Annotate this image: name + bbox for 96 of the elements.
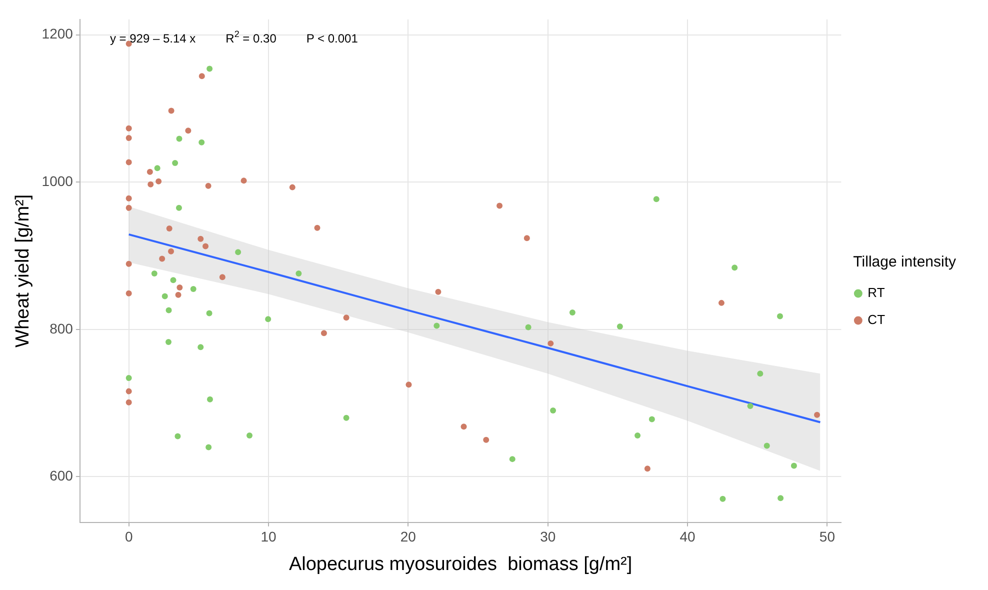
- point: [644, 466, 650, 472]
- point: [126, 375, 132, 382]
- point: [550, 407, 556, 414]
- point: [289, 184, 296, 190]
- point: [166, 307, 172, 314]
- point: [483, 436, 490, 443]
- legend-label: CT: [868, 312, 886, 328]
- point: [162, 293, 168, 300]
- point: [126, 260, 132, 267]
- point: [496, 202, 503, 209]
- point: [198, 73, 205, 80]
- point: [343, 314, 350, 321]
- point: [240, 178, 247, 184]
- annotation: y = 929 – 5.14 x: [110, 32, 196, 46]
- point: [720, 496, 726, 502]
- y-tick-label: 800: [50, 320, 74, 336]
- point: [747, 403, 754, 410]
- point: [198, 236, 204, 242]
- point: [206, 444, 212, 450]
- point: [509, 456, 516, 462]
- annotation: P < 0.001: [306, 32, 358, 46]
- y-axis-title: Wheat yield [g/m²]: [12, 194, 34, 348]
- point: [176, 136, 182, 142]
- point: [148, 181, 154, 188]
- point: [159, 256, 166, 262]
- point: [198, 139, 205, 146]
- point: [154, 165, 160, 172]
- y-tick-label: 600: [50, 468, 74, 484]
- x-tick-label: 20: [400, 528, 416, 545]
- point: [206, 66, 213, 72]
- point: [343, 414, 350, 421]
- point: [634, 432, 641, 438]
- point: [406, 382, 412, 388]
- point: [126, 290, 132, 296]
- point: [151, 270, 158, 276]
- point: [524, 235, 530, 242]
- point: [548, 340, 554, 346]
- point: [790, 462, 797, 469]
- point: [174, 433, 181, 440]
- point: [219, 274, 226, 280]
- y-tick-label: 1200: [42, 26, 74, 42]
- point: [156, 178, 162, 184]
- point: [648, 416, 655, 422]
- point: [126, 134, 132, 141]
- point: [246, 432, 253, 438]
- point: [778, 495, 784, 502]
- point: [435, 288, 442, 295]
- point: [166, 338, 172, 345]
- point: [205, 182, 212, 189]
- point: [176, 284, 183, 290]
- point: [314, 224, 320, 231]
- x-tick-label: 0: [124, 528, 133, 545]
- point: [776, 313, 783, 320]
- point: [732, 264, 738, 271]
- point: [460, 424, 467, 430]
- x-tick-label: 40: [680, 528, 696, 545]
- point: [168, 108, 174, 114]
- point: [170, 277, 176, 284]
- point: [126, 159, 132, 166]
- point: [616, 324, 623, 330]
- point: [166, 226, 172, 232]
- point: [126, 204, 132, 211]
- x-tick-label: 50: [819, 528, 836, 545]
- point: [172, 160, 178, 166]
- point: [235, 249, 242, 256]
- x-axis-title: Alopecurus myosuroides biomass [g/m²]: [288, 554, 632, 575]
- y-tick-label: 1000: [42, 173, 74, 190]
- point: [718, 300, 724, 306]
- point: [296, 270, 302, 276]
- point: [175, 292, 182, 298]
- point: [764, 442, 770, 449]
- point: [265, 316, 272, 322]
- point: [206, 396, 213, 402]
- point: [185, 128, 192, 134]
- x-tick-label: 30: [540, 528, 556, 545]
- point: [168, 248, 174, 254]
- point: [176, 204, 182, 211]
- point: [202, 243, 209, 250]
- point: [146, 168, 153, 175]
- point: [198, 344, 204, 350]
- legend-title: Tillage intensity: [853, 254, 956, 271]
- point: [206, 310, 212, 316]
- point: [320, 330, 327, 336]
- x-tick-label: 10: [260, 528, 277, 545]
- point: [126, 125, 132, 132]
- point: [434, 322, 440, 329]
- point: [126, 388, 132, 394]
- point: [653, 196, 660, 202]
- point: [814, 412, 820, 418]
- point: [126, 195, 132, 202]
- point: [525, 324, 532, 330]
- point: [126, 399, 132, 406]
- legend-label: RT: [868, 285, 885, 300]
- point: [190, 286, 196, 292]
- point: [757, 370, 764, 377]
- point: [569, 310, 576, 316]
